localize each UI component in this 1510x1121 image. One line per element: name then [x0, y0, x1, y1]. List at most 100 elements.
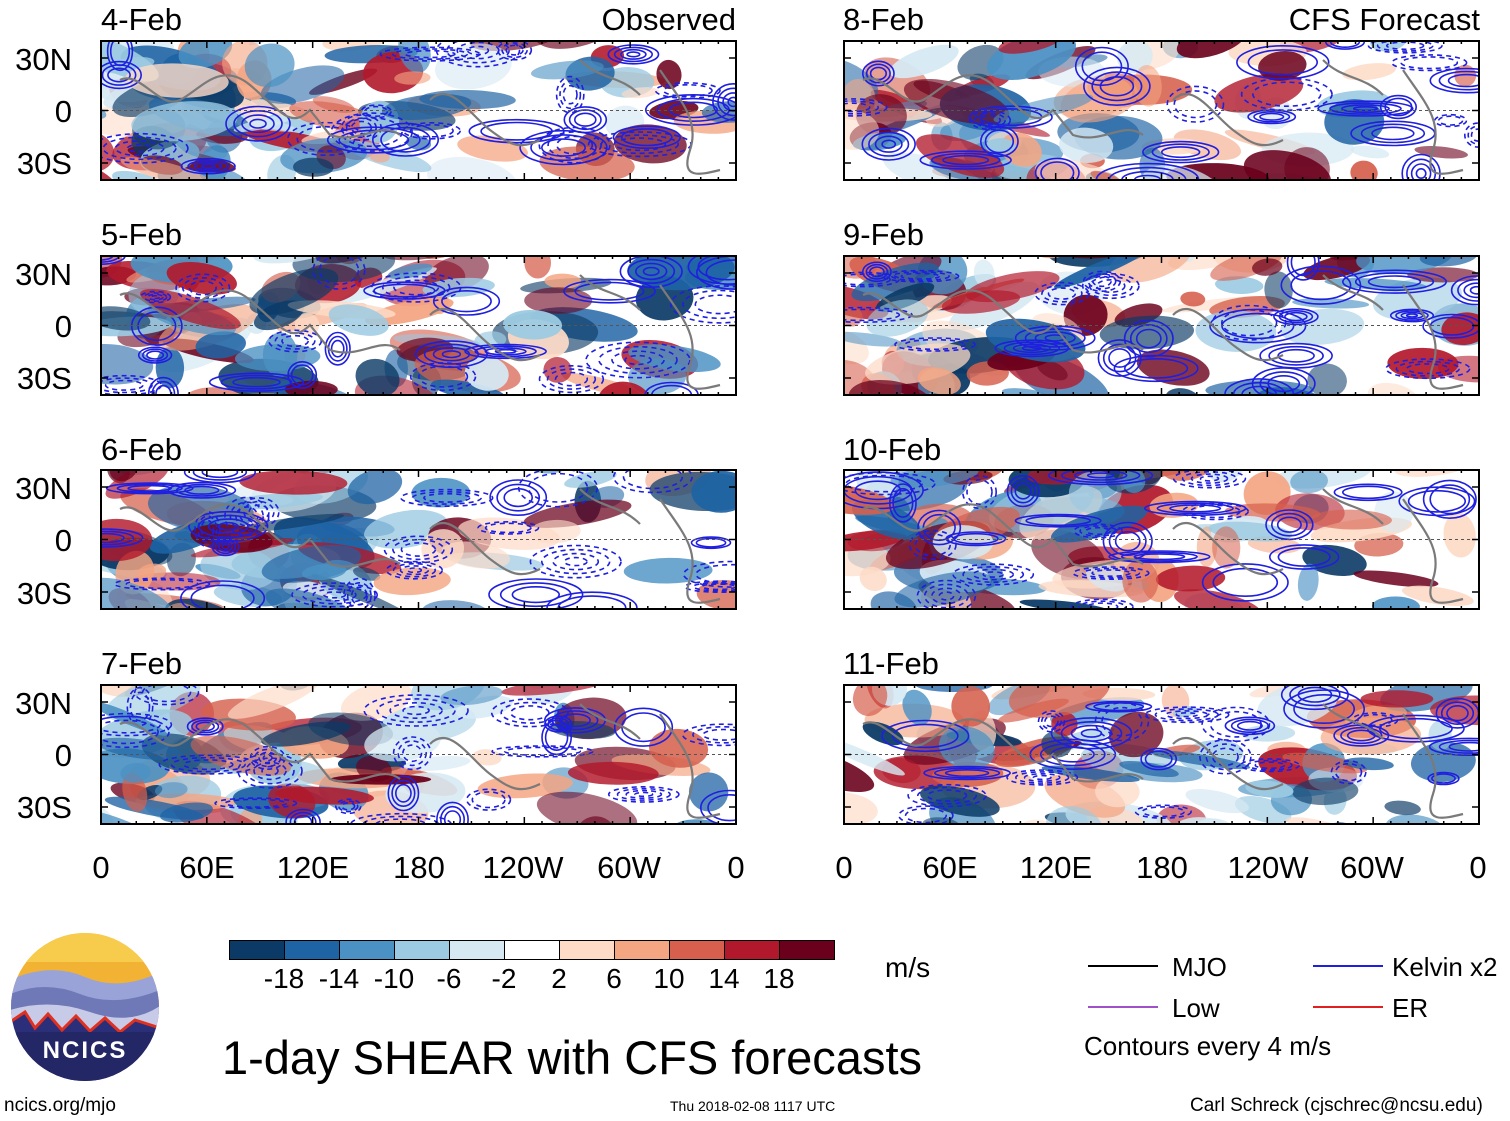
kelvin-contour: [1446, 705, 1469, 722]
kelvin-contour: [496, 483, 541, 512]
kelvin-contour: [129, 691, 151, 722]
kelvin-contour: [1254, 761, 1286, 770]
kelvin-contour: [1072, 566, 1150, 580]
kelvin-contour: [301, 585, 368, 605]
kelvin-contour: [938, 591, 955, 601]
kelvin-contour: [1407, 489, 1467, 513]
kelvin-contour: [1087, 273, 1117, 290]
colorbar-label: 18: [763, 963, 795, 994]
kelvin-contour: [607, 44, 660, 65]
shear-blob: [293, 157, 334, 177]
y-tick-30n: 30N: [15, 257, 72, 292]
kelvin-contour: [613, 46, 654, 63]
legend-line-er: [1313, 1006, 1383, 1008]
kelvin-contour: [466, 788, 512, 811]
shear-blob: [1053, 255, 1145, 289]
kelvin-contour: [1140, 747, 1178, 771]
x-tick-label: 180: [393, 850, 445, 885]
kelvin-contour: [982, 571, 1004, 578]
kelvin-contour: [544, 715, 573, 733]
kelvin-contour: [383, 535, 454, 564]
kelvin-contour: [1247, 49, 1318, 76]
kelvin-contour: [682, 289, 737, 320]
x-tick-label: 0: [727, 850, 745, 885]
kelvin-contour: [843, 100, 879, 115]
kelvin-contour: [974, 112, 1007, 128]
kelvin-contour: [1270, 512, 1308, 537]
kelvin-contour: [443, 810, 462, 825]
kelvin-contour: [1201, 563, 1289, 602]
kelvin-contour: [218, 541, 233, 552]
kelvin-contour: [446, 40, 510, 64]
kelvin-contour: [546, 591, 638, 610]
shear-blob: [381, 94, 472, 121]
kelvin-contour: [402, 744, 423, 763]
kelvin-contour: [137, 346, 173, 364]
shear-blob: [373, 567, 451, 596]
kelvin-contour: [324, 331, 351, 366]
author-credit: Carl Schreck (cjschrec@ncsu.edu): [1190, 1095, 1483, 1116]
shear-blob: [244, 43, 295, 88]
shear-blob: [195, 331, 246, 359]
kelvin-contour: [436, 801, 469, 825]
x-tick-label: 0: [92, 850, 110, 885]
kelvin-contour: [1341, 485, 1395, 500]
kelvin-contour: [845, 474, 923, 493]
kelvin-contour: [418, 365, 469, 388]
legend-label-low: Low: [1172, 993, 1220, 1023]
map-panel-fcst-2: [843, 469, 1480, 610]
x-tick-label: 0: [835, 850, 853, 885]
kelvin-contour: [285, 808, 321, 825]
kelvin-contour: [1099, 76, 1135, 97]
kelvin-contour: [1097, 339, 1142, 377]
kelvin-contour: [402, 122, 461, 140]
kelvin-contour: [1367, 40, 1443, 54]
kelvin-contour: [1081, 51, 1123, 82]
kelvin-contour: [464, 343, 547, 360]
kelvin-contour: [312, 588, 357, 602]
kelvin-contour: [1405, 313, 1419, 318]
kelvin-contour: [869, 266, 885, 278]
kelvin-contour: [843, 306, 913, 323]
kelvin-contour: [1078, 600, 1127, 610]
kelvin-contour: [1101, 706, 1143, 737]
kelvin-contour: [147, 293, 164, 301]
y-tick-0: 0: [54, 523, 72, 558]
shear-blob: [902, 689, 932, 726]
shear-blob: [1454, 64, 1477, 87]
kelvin-contour: [559, 80, 582, 110]
shear-blob: [1155, 565, 1226, 592]
kelvin-contour: [100, 712, 173, 737]
kelvin-contour: [456, 41, 500, 60]
kelvin-contour: [1114, 530, 1141, 552]
kelvin-contour: [1142, 140, 1220, 164]
kelvin-contour: [695, 563, 737, 585]
kelvin-contour: [1074, 46, 1129, 87]
coastline: [119, 59, 721, 175]
kelvin-contour: [100, 60, 142, 90]
kelvin-contour: [922, 513, 956, 542]
kelvin-contour: [224, 496, 270, 537]
kelvin-contour: [440, 805, 465, 825]
kelvin-contour: [1415, 168, 1427, 180]
kelvin-contour: [371, 122, 439, 157]
kelvin-contour: [1360, 123, 1426, 144]
kelvin-contour: [1221, 308, 1278, 337]
shear-blob: [1385, 814, 1446, 825]
kelvin-contour: [200, 519, 215, 539]
kelvin-contour: [402, 705, 430, 716]
kelvin-contour: [1277, 547, 1331, 567]
kelvin-contour: [568, 109, 602, 131]
kelvin-contour: [200, 163, 216, 169]
kelvin-contour: [100, 377, 153, 394]
kelvin-contour: [116, 483, 183, 494]
kelvin-contour: [923, 765, 1011, 781]
colorbar-swatch: [504, 940, 560, 960]
colorbar-label: -2: [491, 963, 517, 994]
kelvin-contour: [261, 765, 279, 776]
kelvin-contour: [1428, 737, 1480, 756]
kelvin-contour: [690, 536, 732, 550]
kelvin-contour: [330, 339, 345, 358]
kelvin-contour: [1385, 358, 1471, 380]
x-tick-label: 180: [1136, 850, 1188, 885]
